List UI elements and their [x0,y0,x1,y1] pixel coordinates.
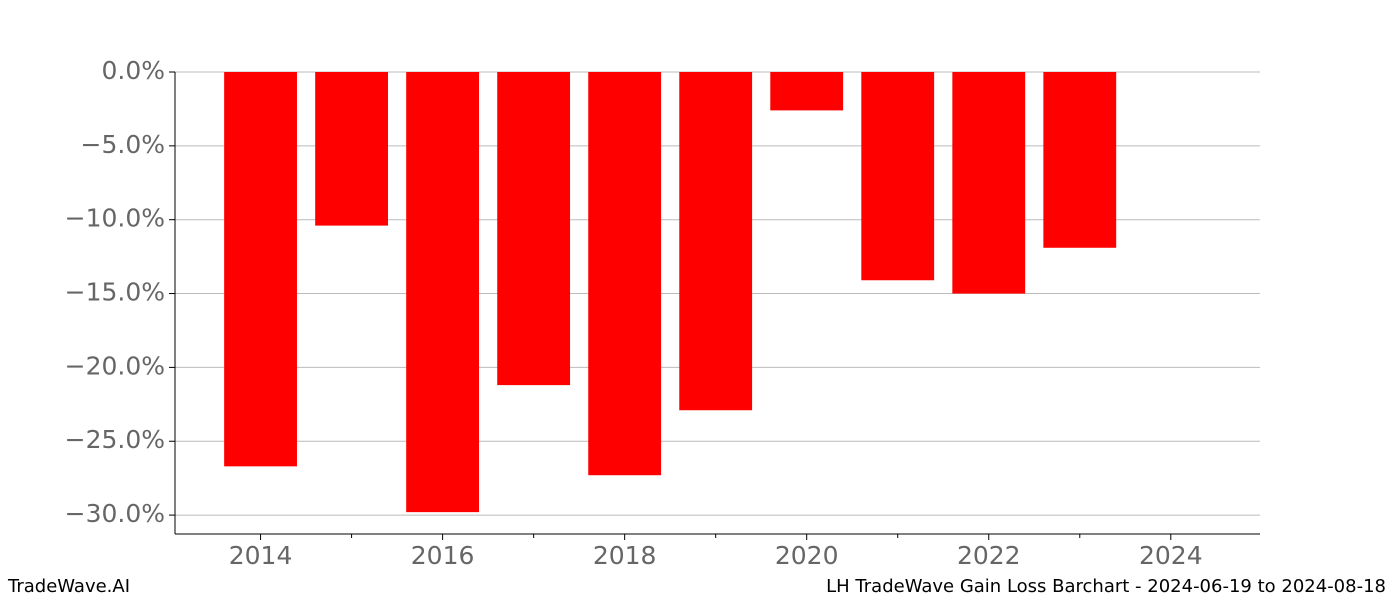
footer: LH TradeWave Gain Loss Barchart - 2024-0… [826,576,1386,597]
bar [588,72,662,476]
y-tick-label: −25.0% [65,425,165,454]
bar [406,72,480,513]
watermark: TradeWave.AI [7,576,130,597]
bar [1043,72,1117,248]
bar [497,72,571,386]
x-tick-label: 2014 [229,541,293,570]
y-tick-label: −15.0% [65,278,165,307]
y-tick-label: −10.0% [65,204,165,233]
x-tick-label: 2020 [775,541,839,570]
bar [315,72,388,226]
bar [224,72,297,467]
bar [770,72,844,111]
bar [861,72,935,281]
x-tick-label: 2022 [957,541,1021,570]
bar [952,72,1026,294]
x-tick-label: 2018 [593,541,657,570]
y-tick-label: −20.0% [65,351,165,380]
y-tick-label: −30.0% [65,499,165,528]
y-tick-label: −5.0% [81,130,165,159]
x-tick-label: 2024 [1139,541,1203,570]
y-tick-label: 0.0% [101,56,165,85]
bar [679,72,753,411]
x-tick-label: 2016 [411,541,475,570]
